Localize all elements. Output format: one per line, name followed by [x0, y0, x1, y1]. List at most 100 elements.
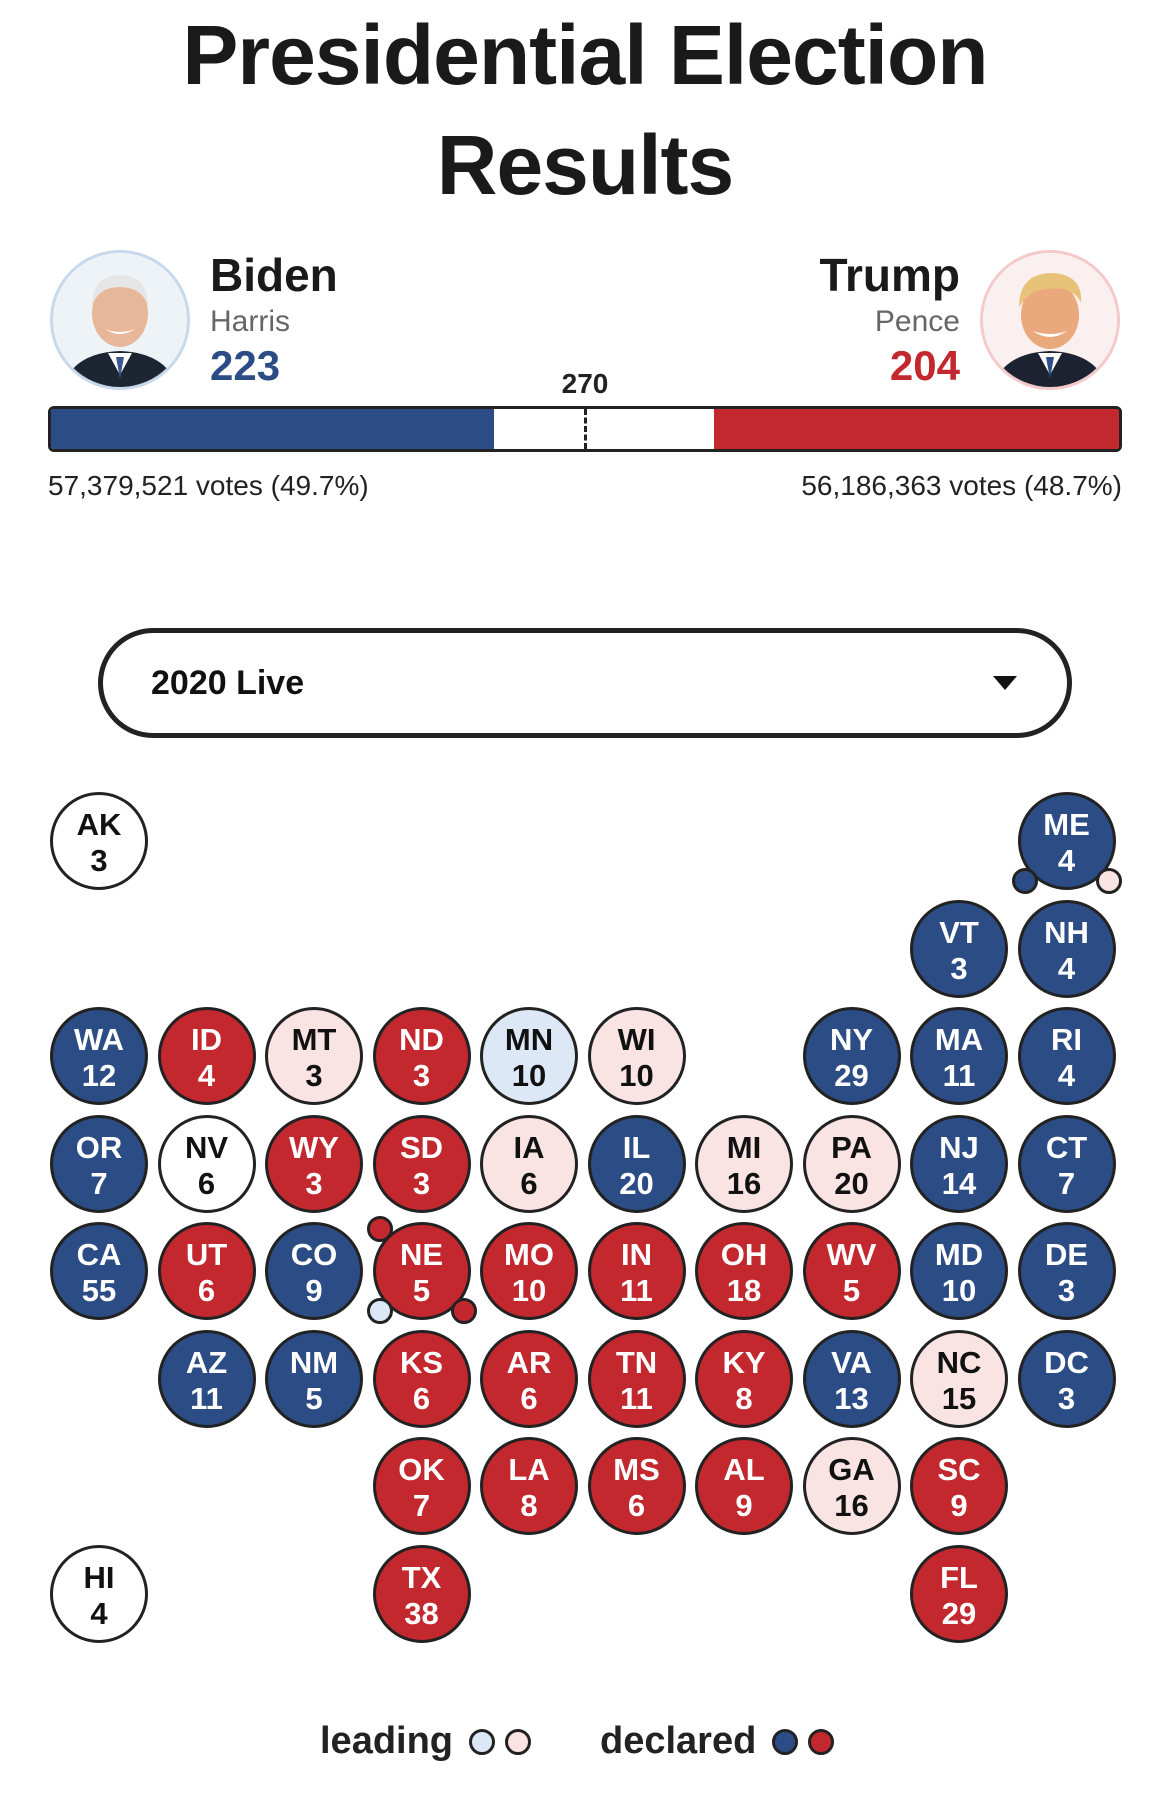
trump-portrait-icon	[983, 253, 1117, 387]
state-tile-fl[interactable]: FL 29	[910, 1544, 1008, 1643]
state-abbr: NC	[936, 1344, 982, 1380]
state-tile-id[interactable]: ID 4	[157, 1007, 256, 1105]
state-tile-ma[interactable]: MA 11	[910, 1007, 1008, 1105]
state-abbr: TX	[401, 1559, 442, 1595]
state-electoral-votes: 7	[1057, 1165, 1076, 1201]
state-tile-nd[interactable]: ND 3	[372, 1007, 471, 1105]
state-tile-sc[interactable]: SC 9	[910, 1437, 1008, 1535]
state-tile-ky[interactable]: KY 8	[695, 1329, 793, 1428]
state-tile-mn[interactable]: MN 10	[480, 1007, 578, 1105]
state-abbr: LA	[508, 1452, 550, 1487]
state-electoral-votes: 9	[735, 1488, 753, 1523]
title-line-2: Results	[436, 118, 734, 212]
election-year-dropdown[interactable]: 2020 Live	[98, 628, 1072, 738]
rep-running-mate: Pence	[874, 305, 960, 338]
state-tile-ks[interactable]: KS 6	[372, 1329, 471, 1428]
state-tile-nh[interactable]: NH 4	[1017, 899, 1116, 998]
state-electoral-votes: 10	[941, 1273, 977, 1308]
state-abbr: AR	[506, 1344, 552, 1380]
state-electoral-votes: 6	[197, 1165, 216, 1201]
state-electoral-votes: 11	[190, 1380, 223, 1416]
state-tile-il[interactable]: IL 20	[587, 1114, 686, 1213]
state-tile-tn[interactable]: TN 11	[587, 1329, 686, 1428]
state-abbr: WI	[617, 1022, 656, 1057]
state-electoral-votes: 11	[942, 1058, 976, 1093]
state-tile-ct[interactable]: CT 7	[1017, 1114, 1116, 1213]
caret-down-icon[interactable]	[993, 676, 1017, 690]
state-abbr: VA	[831, 1344, 872, 1380]
state-electoral-votes: 20	[834, 1165, 869, 1201]
state-abbr: MT	[291, 1022, 337, 1057]
state-electoral-votes: 6	[197, 1273, 216, 1308]
state-tile-ut[interactable]: UT 6	[157, 1222, 256, 1320]
state-abbr: DC	[1044, 1344, 1089, 1380]
state-tile-oh[interactable]: OH 18	[695, 1222, 793, 1320]
state-tile-ga[interactable]: GA 16	[802, 1437, 901, 1535]
state-tile-ia[interactable]: IA 6	[480, 1114, 578, 1213]
state-tile-ms[interactable]: MS 6	[587, 1437, 686, 1535]
state-tile-mo[interactable]: MO 10	[480, 1222, 578, 1320]
state-electoral-votes: 7	[90, 1165, 108, 1201]
state-tile-mi[interactable]: MI 16	[695, 1114, 793, 1213]
state-tile-or[interactable]: OR 7	[50, 1114, 148, 1213]
state-tile-ri[interactable]: RI 4	[1017, 1007, 1116, 1105]
state-tile-vt[interactable]: VT 3	[910, 899, 1008, 998]
state-abbr: OK	[398, 1452, 445, 1487]
state-tile-ok[interactable]: OK 7	[372, 1437, 471, 1535]
threshold-label: 270	[561, 368, 609, 399]
state-tile-ca[interactable]: CA 55	[50, 1222, 148, 1320]
state-tile-hi[interactable]: HI 4	[50, 1544, 148, 1643]
state-tile-dc[interactable]: DC 3	[1017, 1329, 1116, 1428]
state-tile-az[interactable]: AZ 11	[157, 1329, 256, 1428]
state-abbr: MI	[726, 1129, 762, 1165]
state-tile-wi[interactable]: WI 10	[587, 1007, 686, 1105]
state-tile-nj[interactable]: NJ 14	[910, 1114, 1008, 1213]
state-abbr: KS	[399, 1344, 444, 1380]
state-electoral-votes: 4	[1057, 843, 1076, 878]
state-electoral-votes: 38	[404, 1595, 439, 1631]
title-line-1: Presidential Election	[182, 8, 988, 102]
state-abbr: AZ	[185, 1344, 228, 1380]
state-electoral-votes: 3	[1057, 1273, 1076, 1308]
legend: leading declared	[0, 1720, 1170, 1780]
rep-bar-fill	[714, 409, 1119, 449]
state-abbr: CA	[76, 1237, 122, 1272]
rep-popular-vote: 56,186,363 votes (48.7%)	[801, 470, 1122, 501]
state-tile-nm[interactable]: NM 5	[265, 1329, 363, 1428]
state-abbr: SD	[399, 1129, 444, 1165]
state-tile-me[interactable]: ME 4	[1017, 792, 1116, 890]
state-tile-md[interactable]: MD 10	[910, 1222, 1008, 1320]
state-tile-ar[interactable]: AR 6	[480, 1329, 578, 1428]
state-electoral-votes: 10	[511, 1058, 547, 1093]
state-tile-al[interactable]: AL 9	[695, 1437, 793, 1535]
state-tile-ak[interactable]: AK 3	[50, 792, 148, 890]
state-electoral-votes: 6	[520, 1165, 538, 1201]
state-tile-ny[interactable]: NY 29	[802, 1007, 901, 1105]
state-tile-ne[interactable]: NE 5	[372, 1222, 471, 1320]
legend-rep-leading-swatch	[505, 1728, 532, 1755]
state-electoral-votes: 29	[834, 1058, 869, 1093]
state-tile-in[interactable]: IN 11	[587, 1222, 686, 1320]
state-tile-wa[interactable]: WA 12	[50, 1007, 148, 1105]
state-electoral-votes: 8	[520, 1488, 538, 1523]
state-electoral-votes: 5	[842, 1273, 861, 1308]
state-tile-va[interactable]: VA 13	[802, 1329, 901, 1428]
state-tile-tx[interactable]: TX 38	[372, 1544, 471, 1643]
state-tile-co[interactable]: CO 9	[265, 1222, 363, 1320]
state-tile-wy[interactable]: WY 3	[265, 1114, 363, 1213]
state-tile-mt[interactable]: MT 3	[265, 1007, 363, 1105]
dropdown-selected-value: 2020 Live	[151, 664, 305, 702]
state-tile-nv[interactable]: NV 6	[157, 1114, 256, 1213]
state-tile-nc[interactable]: NC 15	[910, 1329, 1008, 1428]
state-tile-de[interactable]: DE 3	[1017, 1222, 1116, 1320]
state-tile-la[interactable]: LA 8	[480, 1437, 578, 1535]
state-abbr: DE	[1044, 1237, 1089, 1272]
state-electoral-votes: 5	[412, 1273, 431, 1308]
state-tile-pa[interactable]: PA 20	[802, 1114, 901, 1213]
dem-electoral-votes: 223	[210, 342, 281, 389]
legend-leading: leading	[320, 1720, 532, 1763]
biden-portrait-icon	[53, 253, 187, 387]
state-tile-wv[interactable]: WV 5	[802, 1222, 901, 1320]
state-tile-sd[interactable]: SD 3	[372, 1114, 471, 1213]
